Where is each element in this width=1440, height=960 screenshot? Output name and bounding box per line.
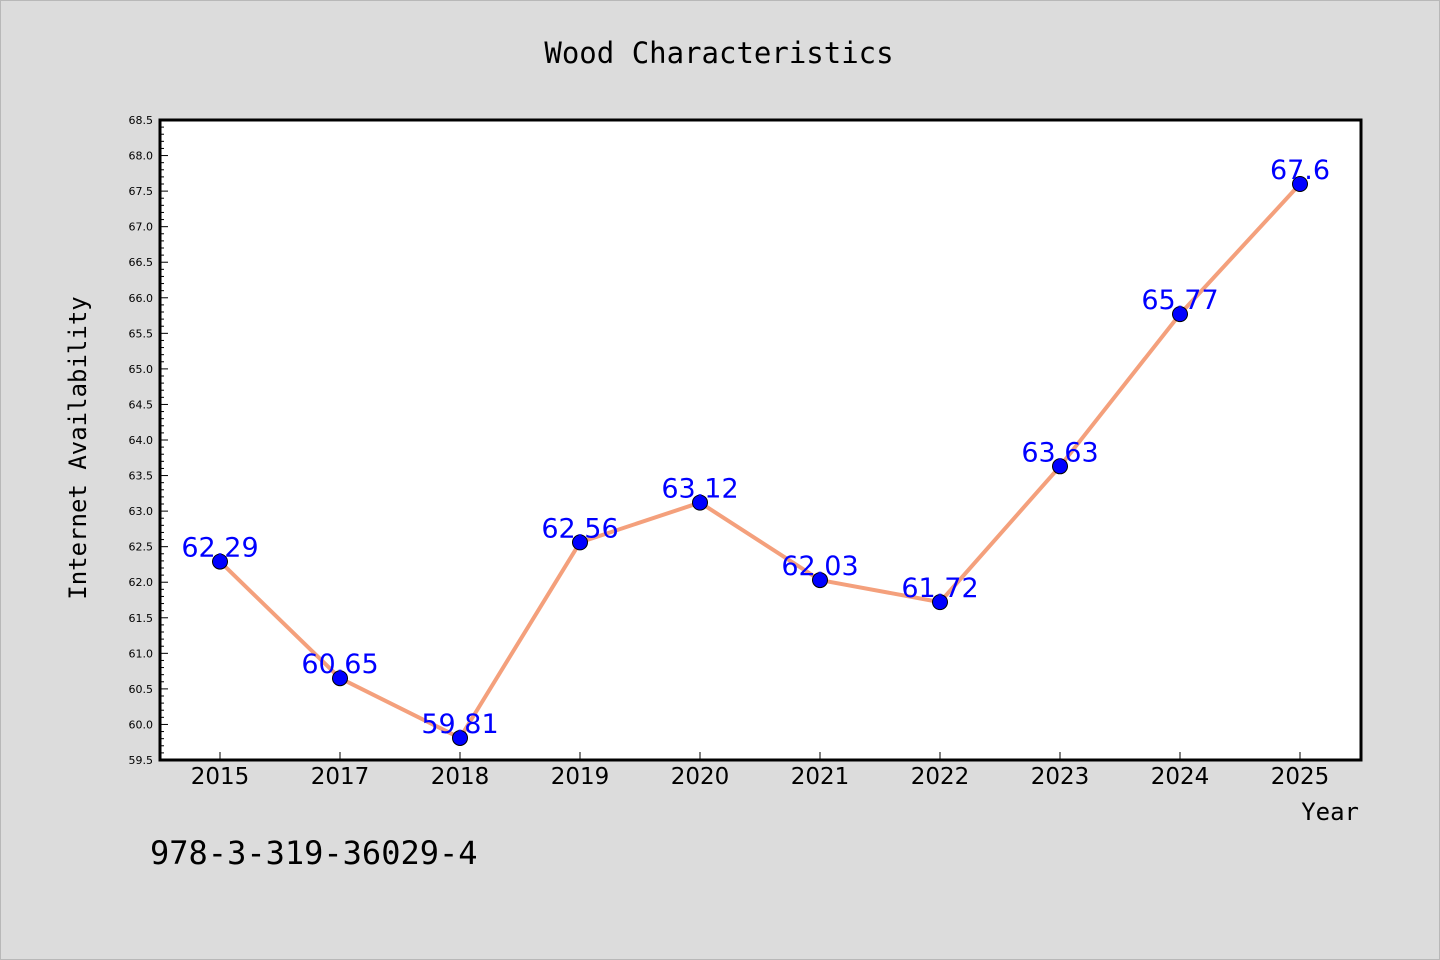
x-tick-label: 2022 bbox=[911, 764, 970, 790]
y-tick-label: 68.5 bbox=[129, 114, 154, 127]
y-axis: 59.5 60.0 60.5 61.0 61.5 62.0 62.5 63.0 63.5 64.0… bbox=[129, 114, 168, 767]
x-tick-label: 2020 bbox=[671, 764, 730, 790]
data-point bbox=[692, 494, 708, 511]
y-tick-label: 65.5 bbox=[129, 327, 154, 340]
x-tick-label: 2021 bbox=[791, 764, 850, 790]
x-tick-label: 2023 bbox=[1031, 764, 1090, 790]
data-label: 61.72 bbox=[901, 573, 978, 604]
x-tick-label: 2024 bbox=[1151, 764, 1210, 790]
data-point bbox=[332, 670, 348, 687]
x-axis: 2015 2017 2018 2019 2020 2021 2022 2023 2024 2025 bbox=[191, 752, 1330, 790]
data-label: 63.63 bbox=[1021, 437, 1098, 468]
y-tick-label: 66.0 bbox=[129, 292, 154, 305]
y-tick-label: 68.0 bbox=[129, 150, 154, 163]
y-tick-label: 64.0 bbox=[129, 434, 154, 447]
data-label: 60.65 bbox=[301, 649, 378, 680]
series-layer: 62.29 60.65 59.81 62.56 63.12 62.03 61.72 63.63… bbox=[181, 155, 1330, 746]
data-label: 62.03 bbox=[781, 551, 858, 582]
data-point bbox=[452, 729, 468, 746]
y-tick-label: 62.0 bbox=[129, 576, 154, 589]
data-point bbox=[1292, 176, 1308, 192]
y-tick-label: 61.5 bbox=[129, 612, 154, 625]
y-tick-label: 67.5 bbox=[129, 185, 154, 198]
series-line bbox=[218, 182, 1302, 740]
y-tick-label: 60.5 bbox=[129, 683, 154, 696]
footer-code: 978-3-319-36029-4 bbox=[150, 834, 478, 872]
data-label: 67.6 bbox=[1270, 155, 1330, 186]
y-tick-label: 60.0 bbox=[129, 718, 154, 731]
x-tick-label: 2017 bbox=[311, 764, 370, 790]
data-point bbox=[1172, 306, 1188, 323]
data-label: 59.81 bbox=[421, 709, 498, 740]
y-tick-label: 66.5 bbox=[129, 256, 154, 269]
data-point bbox=[1052, 458, 1068, 475]
data-label: 63.12 bbox=[661, 474, 738, 505]
data-label: 65.77 bbox=[1141, 285, 1218, 316]
y-tick-label: 63.0 bbox=[129, 505, 154, 518]
data-point bbox=[812, 572, 828, 589]
y-tick-label: 63.5 bbox=[129, 470, 154, 483]
y-axis-label: Internet Availability bbox=[64, 296, 92, 599]
y-tick-label: 64.5 bbox=[129, 398, 154, 411]
data-point bbox=[212, 553, 228, 570]
data-label: 62.56 bbox=[541, 513, 618, 544]
x-axis-label: Year bbox=[1301, 798, 1359, 826]
chart-title: Wood Characteristics bbox=[544, 36, 893, 70]
x-tick-label: 2015 bbox=[191, 764, 250, 790]
y-tick-label: 61.0 bbox=[129, 647, 154, 660]
y-tick-label: 62.5 bbox=[129, 541, 154, 554]
data-point bbox=[932, 594, 948, 611]
data-label: 62.29 bbox=[181, 533, 258, 564]
y-tick-label: 59.5 bbox=[129, 754, 154, 767]
plot-area bbox=[158, 118, 1363, 762]
x-tick-label: 2018 bbox=[431, 764, 490, 790]
data-point bbox=[572, 534, 588, 551]
x-tick-label: 2025 bbox=[1271, 764, 1330, 790]
x-tick-label: 2019 bbox=[551, 764, 610, 790]
y-tick-label: 65.0 bbox=[129, 363, 154, 376]
y-tick-label: 67.0 bbox=[129, 221, 154, 234]
